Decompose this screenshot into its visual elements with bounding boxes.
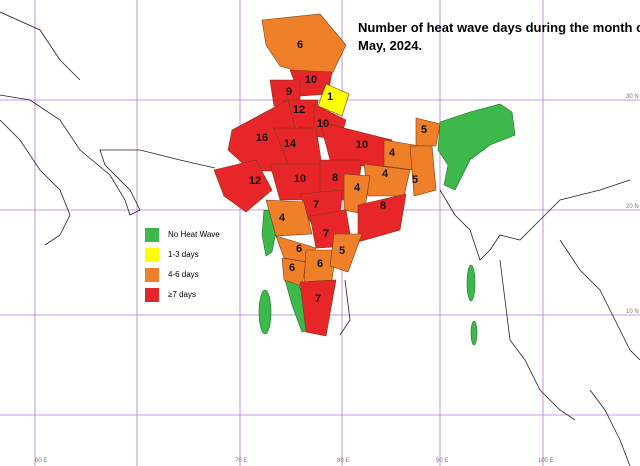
region-label: 8: [332, 172, 338, 184]
title: Number of heat wave days during the mont…: [358, 20, 640, 35]
legend-label: 4-6 days: [168, 270, 199, 279]
region-label: 6: [297, 39, 303, 51]
legend-swatch: [145, 268, 159, 282]
longitude-label: 90 E: [436, 458, 448, 464]
region: [317, 83, 350, 117]
region-label: 14: [284, 138, 297, 150]
legend: No Heat Wave 1-3 days 4-6 days ≥7 days: [145, 228, 220, 302]
legend-swatch: [145, 228, 159, 242]
legend-swatch: [145, 288, 159, 302]
region-label: 10: [317, 118, 329, 130]
legend-label: ≥7 days: [168, 290, 196, 299]
legend-swatch: [145, 248, 159, 262]
coastline: [0, 11, 81, 81]
region-label: 4: [354, 182, 361, 194]
coastline: [589, 389, 631, 466]
region-label: 10: [305, 74, 317, 86]
coastline: [0, 119, 71, 246]
coastline: [499, 259, 576, 421]
title: May, 2024.: [358, 38, 422, 53]
region-label: 5: [339, 245, 345, 257]
region-label: 7: [315, 293, 321, 305]
legend-label: No Heat Wave: [168, 230, 220, 239]
island: [470, 320, 478, 346]
grid-labels: 30 N 20 N 10 N 60 E 70 E 80 E 90 E 100 E: [35, 94, 639, 464]
coastline: [339, 279, 351, 336]
region-label: 6: [317, 258, 323, 270]
latitude-label: 10 N: [626, 309, 639, 315]
region-label: 1: [327, 91, 333, 103]
coastline: [439, 179, 631, 261]
region-label: 16: [256, 132, 268, 144]
latitude-label: 30 N: [626, 94, 639, 100]
island: [466, 264, 476, 302]
legend-label: 1-3 days: [168, 250, 199, 259]
longitude-label: 80 E: [337, 458, 349, 464]
region: [299, 279, 337, 337]
region-label: 10: [294, 173, 306, 185]
latitude-label: 20 N: [626, 204, 639, 210]
region-label: 4: [279, 212, 286, 224]
region: [357, 193, 407, 243]
island: [258, 289, 272, 335]
coastline: [0, 94, 216, 216]
region-label: 12: [293, 104, 305, 116]
region-label: 4: [389, 147, 396, 159]
longitude-label: 60 E: [35, 458, 47, 464]
region: [265, 199, 313, 237]
region-label: 7: [313, 199, 319, 211]
region-label: 12: [249, 175, 261, 187]
region-label: 8: [380, 200, 386, 212]
region: [261, 13, 347, 75]
no-heat-wave-areas: [258, 103, 516, 346]
region: [329, 233, 363, 273]
region-label: 5: [421, 124, 427, 136]
region-label: 7: [323, 228, 329, 240]
longitude-label: 100 E: [538, 458, 554, 464]
region-label: 4: [382, 168, 389, 180]
region: [213, 159, 273, 213]
coastline: [559, 239, 640, 361]
northeast-region: [437, 103, 516, 191]
region-label: 5: [412, 174, 418, 186]
region-label: 6: [289, 262, 295, 274]
region-label: 10: [356, 139, 368, 151]
region-label: 6: [296, 243, 302, 255]
longitude-label: 70 E: [235, 458, 247, 464]
coastlines: [0, 11, 640, 466]
region-label: 9: [286, 86, 292, 98]
region: [409, 145, 437, 197]
regions: [213, 13, 441, 337]
region: [415, 117, 441, 147]
